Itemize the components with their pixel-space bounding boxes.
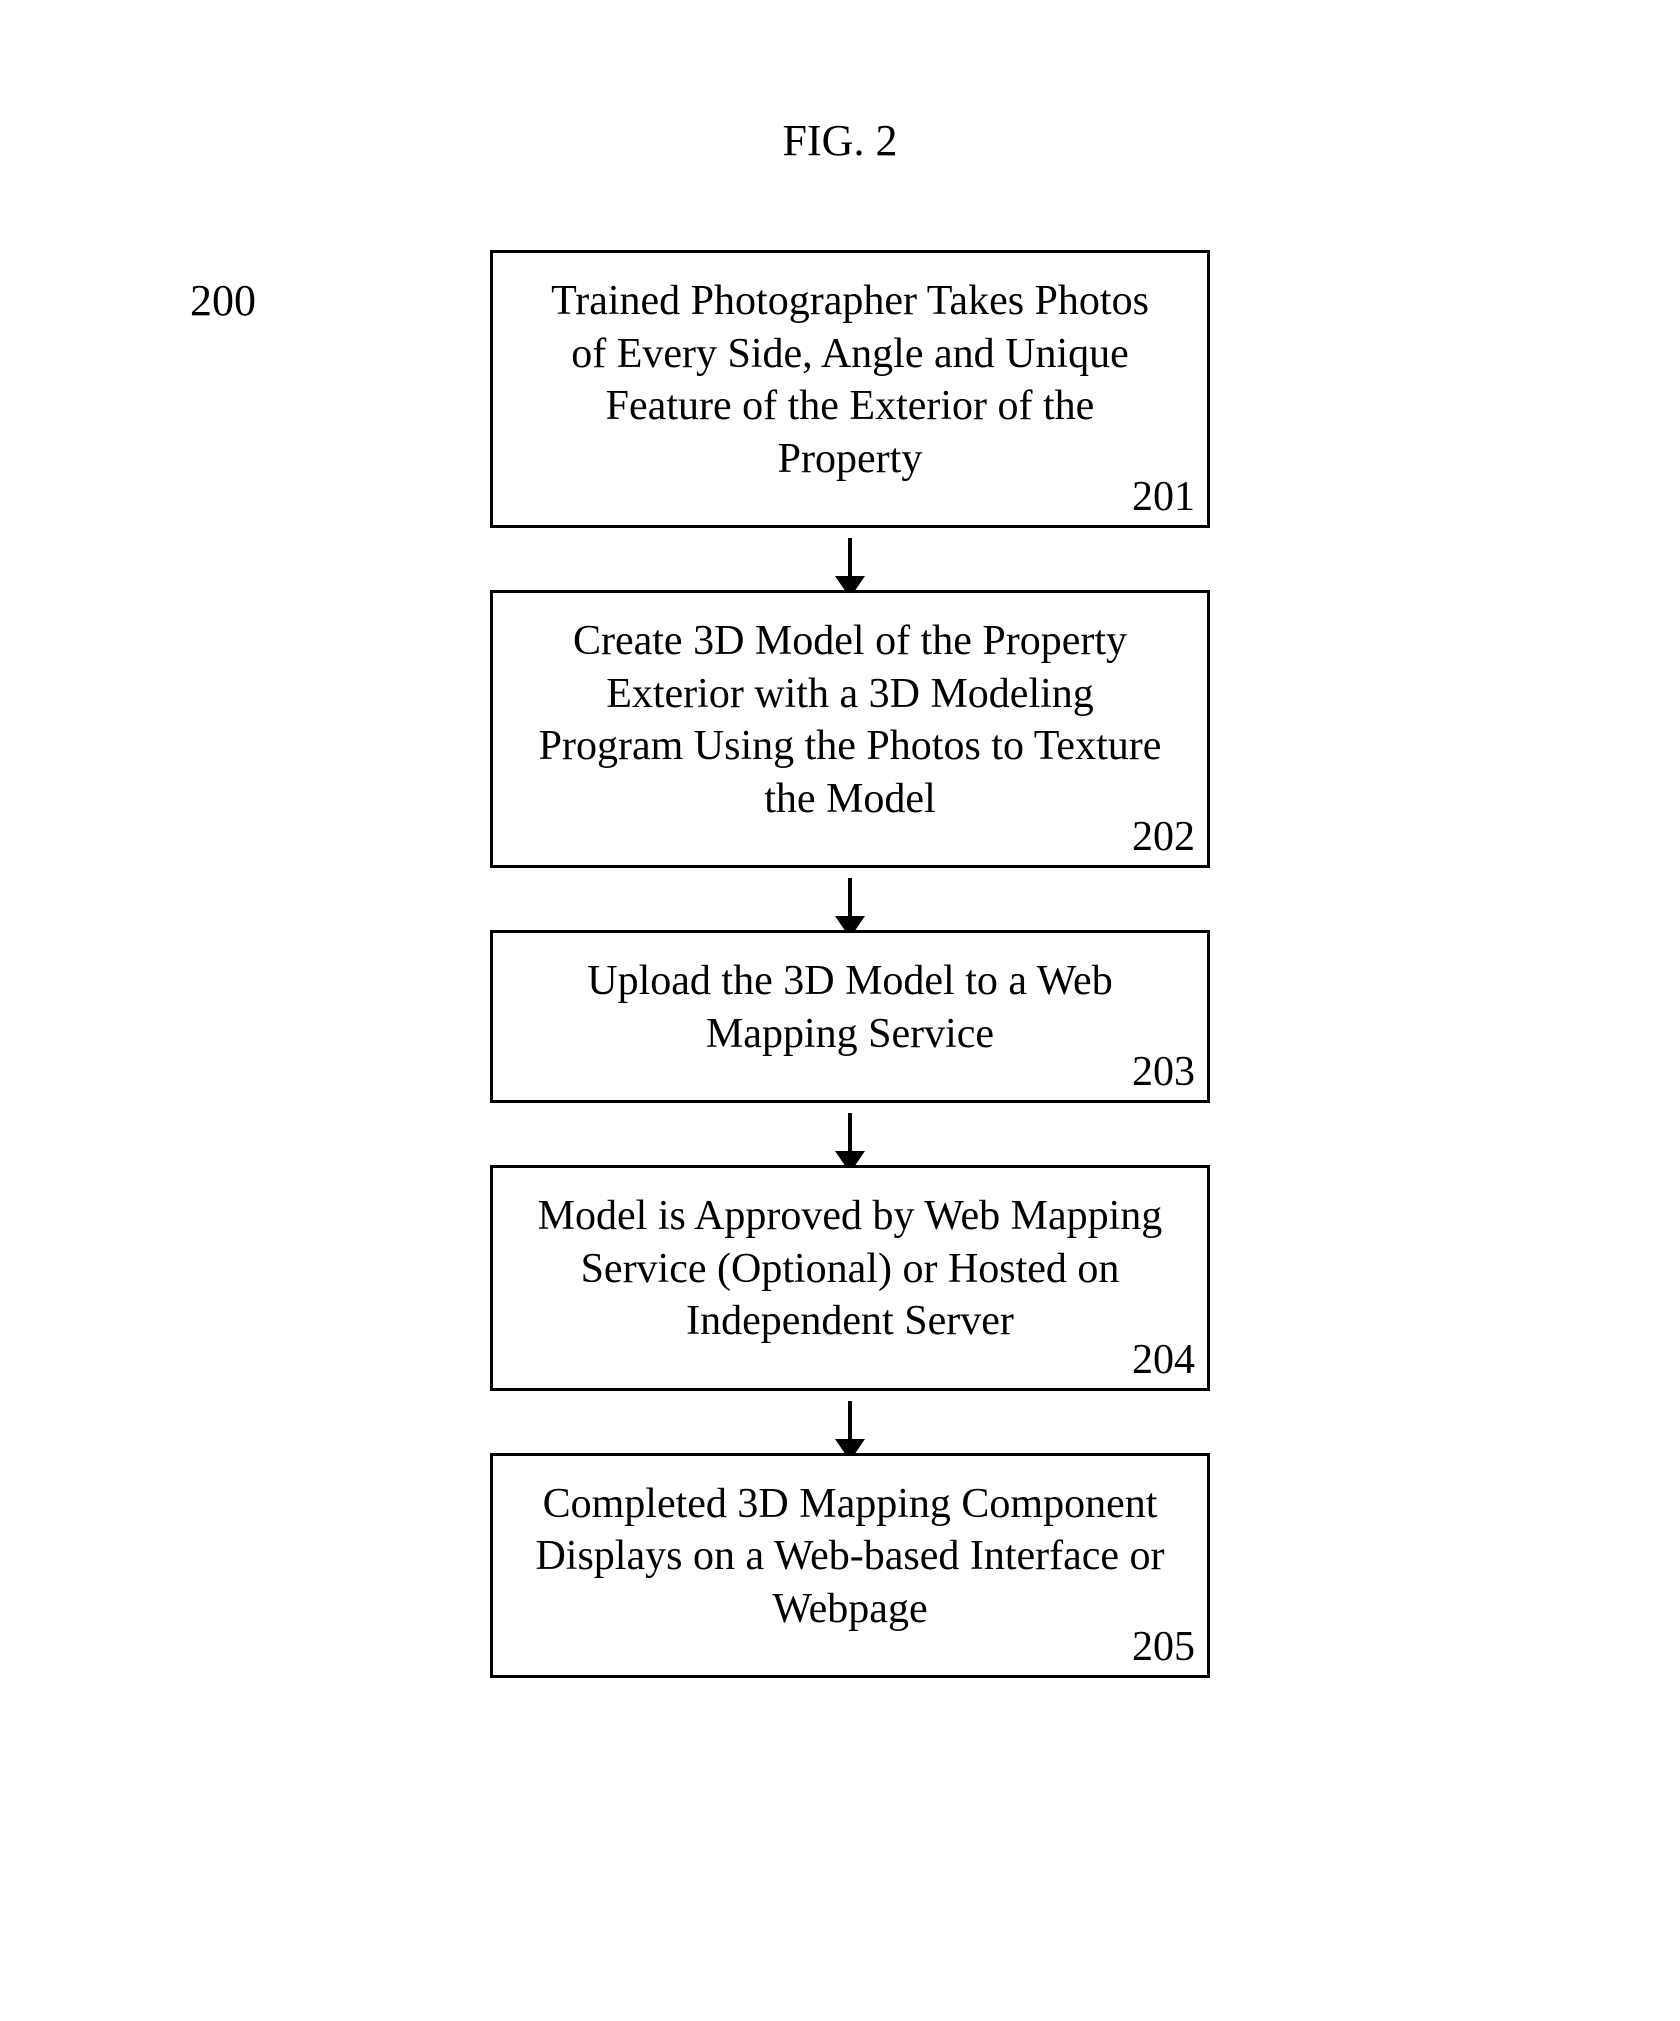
flow-node-202: Create 3D Model of the Property Exterior… [490,590,1210,868]
arrow-down-icon [848,878,852,920]
flowchart-container: Trained Photographer Takes Photos of Eve… [490,250,1210,1678]
flow-node-text: Model is Approved by Web Mapping Service… [533,1190,1167,1348]
flow-arrow [490,868,1210,930]
flow-node-number: 205 [1132,1623,1195,1671]
arrow-down-icon [848,1401,852,1443]
flow-arrow [490,1391,1210,1453]
flow-node-number: 202 [1132,813,1195,861]
arrow-down-icon [848,1113,852,1155]
flow-node-201: Trained Photographer Takes Photos of Eve… [490,250,1210,528]
figure-reference-number: 200 [190,275,256,326]
flow-node-text: Completed 3D Mapping Component Displays … [533,1478,1167,1636]
flow-arrow [490,528,1210,590]
figure-title: FIG. 2 [0,115,1680,166]
flow-node-number: 203 [1132,1048,1195,1096]
flow-node-203: Upload the 3D Model to a Web Mapping Ser… [490,930,1210,1103]
flow-node-text: Upload the 3D Model to a Web Mapping Ser… [533,955,1167,1060]
flow-node-text: Create 3D Model of the Property Exterior… [533,615,1167,825]
flow-node-number: 204 [1132,1336,1195,1384]
arrow-down-icon [848,538,852,580]
flow-node-text: Trained Photographer Takes Photos of Eve… [533,275,1167,485]
flow-node-205: Completed 3D Mapping Component Displays … [490,1453,1210,1679]
flow-arrow [490,1103,1210,1165]
flow-node-204: Model is Approved by Web Mapping Service… [490,1165,1210,1391]
flow-node-number: 201 [1132,473,1195,521]
